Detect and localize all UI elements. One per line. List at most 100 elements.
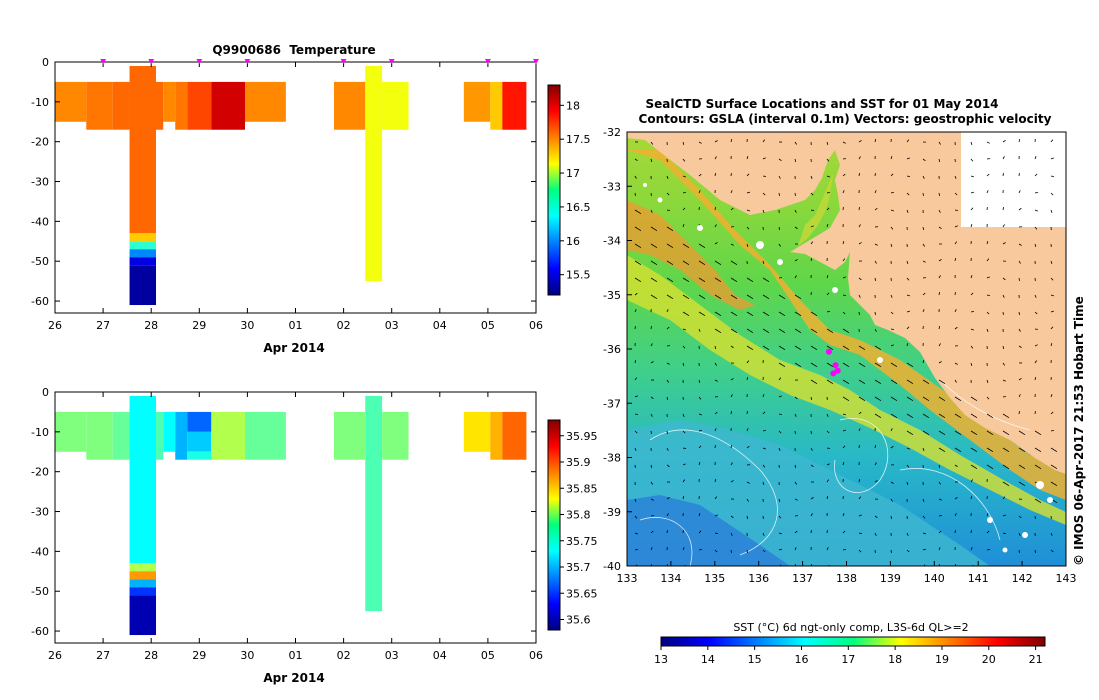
velocity-vector [922,396,930,401]
velocity-vector [794,141,797,145]
velocity-vector [1034,311,1038,315]
velocity-vector [666,260,674,265]
lat-tick-label: -38 [603,452,621,465]
velocity-vector [698,429,703,432]
velocity-vector [650,141,654,145]
lat-tick-label: -40 [603,560,621,573]
profile-2-cell-0 [112,81,130,130]
map-area [627,132,1070,570]
profile-3-cell-3 [129,579,157,588]
velocity-vector [683,564,686,566]
velocity-vector [858,479,861,483]
velocity-vector [666,175,669,179]
velocity-vector [874,243,878,246]
velocity-vector [890,344,894,347]
profile-3-cell-2 [129,571,157,580]
y-tick-label: -10 [31,426,49,439]
y-tick-label: -40 [31,545,49,558]
profile-3-cell-0 [129,65,157,234]
velocity-vector [906,532,909,536]
profile-7-cell-0 [187,411,212,432]
velocity-vector [874,362,882,367]
velocity-vector [634,209,642,214]
velocity-vector [954,529,956,534]
velocity-vector [858,379,866,384]
velocity-vector [970,207,974,211]
velocity-vector [1018,138,1021,143]
velocity-vector [794,294,802,299]
x-tick-label: 26 [48,649,62,662]
velocity-vector [634,309,637,313]
velocity-vector [1034,447,1042,452]
velocity-vector [634,532,638,535]
velocity-vector [874,480,878,483]
velocity-vector [1018,394,1021,398]
velocity-vector [666,294,674,299]
velocity-vector [1050,394,1053,398]
lat-tick-label: -37 [603,397,621,410]
velocity-vector [714,206,716,211]
velocity-vector [730,207,734,211]
velocity-vector [1002,345,1005,350]
velocity-vector [634,377,638,381]
velocity-vector [778,515,782,519]
velocity-vector [714,478,717,483]
salinity-x-axis: 26 27 28 29 30 01 02 03 04 05 06 [48,392,543,662]
velocity-vector [986,413,994,418]
velocity-vector [1018,260,1021,264]
velocity-vector [762,311,770,316]
velocity-vector [938,226,942,230]
velocity-vector [858,242,862,245]
velocity-vector [859,567,860,570]
velocity-vector [762,192,766,196]
velocity-vector [730,532,733,536]
temperature-x-axis: 26 27 28 29 30 01 02 03 04 05 06 [48,62,543,332]
velocity-vector [986,447,994,452]
velocity-vector [826,547,829,551]
velocity-vector [1002,481,1010,486]
velocity-vector [634,226,642,231]
velocity-vector [890,549,892,554]
velocity-vector [682,260,690,265]
velocity-vector [938,547,941,551]
velocity-vector [1034,294,1037,298]
velocity-vector [762,549,766,553]
velocity-vector [938,379,946,384]
velocity-vector [715,567,716,570]
temperature-xlabel: Apr 2014 [263,341,324,355]
velocity-vector [938,343,941,347]
velocity-vector [746,515,749,520]
velocity-vector [682,175,686,178]
seal-position-marker [834,367,841,374]
velocity-vector [666,396,669,401]
velocity-vector [778,311,786,316]
velocity-vector [730,480,734,483]
y-tick-label: 0 [42,56,49,69]
velocity-vector [650,343,653,347]
temperature-title: Q9900686 Temperature [212,43,375,57]
sst-colorbar-tick-label: 15 [748,653,762,666]
velocity-vector [714,277,722,282]
velocity-vector [778,345,786,350]
velocity-vector [634,413,639,415]
velocity-vector [986,311,990,315]
profile-12-cell-0 [382,411,409,460]
velocity-vector [858,428,861,432]
temperature-cells [55,65,527,306]
colorbar-tick-label: 35.8 [566,509,591,522]
y-tick-label: -20 [31,466,49,479]
velocity-vector [922,430,930,435]
velocity-vector [922,498,925,502]
velocity-vector [922,413,930,418]
x-tick-label: 02 [337,649,351,662]
velocity-vector [746,243,749,247]
velocity-vector [714,362,717,366]
velocity-vector [794,209,797,213]
colorbar-tick-label: 35.7 [566,561,591,574]
sst-colorbar-tick-label: 14 [701,653,715,666]
velocity-vector [1067,533,1070,534]
velocity-vector [858,411,862,415]
gulf-inlet-water [798,175,833,246]
velocity-vector [1018,328,1021,332]
velocity-vector [746,191,750,194]
